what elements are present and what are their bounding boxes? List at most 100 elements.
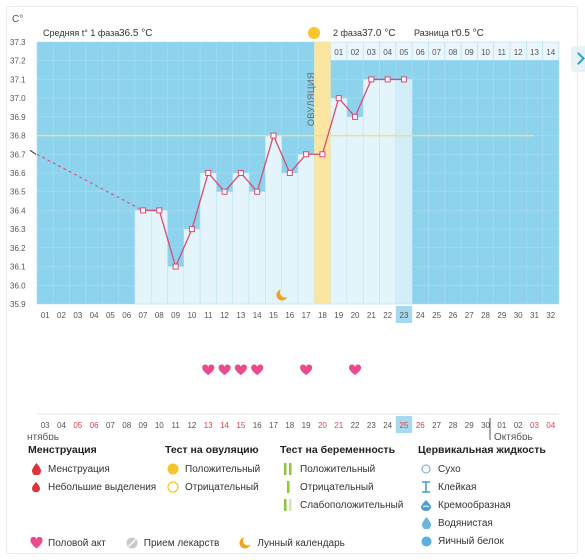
temp-point	[221, 188, 228, 195]
cycle-day-label[interactable]: 04	[90, 311, 99, 320]
date-label[interactable]: 08	[122, 421, 131, 430]
phase2-day-label: 09	[465, 48, 474, 57]
date-label[interactable]: 03	[530, 421, 539, 430]
cycle-day-label[interactable]: 19	[334, 311, 343, 320]
cycle-day-label[interactable]: 10	[187, 311, 196, 320]
legend-ovulation-title: Тест на овуляцию	[165, 444, 259, 456]
date-label[interactable]: 21	[334, 421, 343, 430]
legend-item: Отрицательный	[165, 478, 260, 496]
date-label[interactable]: 01	[497, 421, 506, 430]
temp-point	[172, 263, 179, 270]
cycle-day-label[interactable]: 22	[383, 311, 392, 320]
cycle-day-label[interactable]: 29	[497, 311, 506, 320]
legend-item: Положительный	[280, 460, 403, 478]
small-drop-icon	[28, 482, 44, 492]
date-label[interactable]: 13	[204, 421, 213, 430]
cycle-day-label[interactable]: 30	[514, 311, 523, 320]
cycle-day-label[interactable]: 11	[204, 311, 213, 320]
y-tick-label: 36.9	[10, 113, 26, 122]
cycle-day-label[interactable]: 14	[253, 311, 262, 320]
date-label[interactable]: 30	[481, 421, 490, 430]
date-label[interactable]: 04	[546, 421, 555, 430]
date-label[interactable]: 05	[73, 421, 82, 430]
cycle-day-label[interactable]: 06	[122, 311, 131, 320]
cycle-day-label[interactable]: 23	[400, 311, 409, 320]
date-label[interactable]: 12	[187, 421, 196, 430]
faint-lines-icon	[280, 499, 296, 511]
heart-icon[interactable]	[234, 364, 247, 375]
cycle-day-label[interactable]: 25	[432, 311, 441, 320]
cycle-day-label[interactable]: 21	[367, 311, 376, 320]
date-label[interactable]: 20	[318, 421, 327, 430]
phase2-day-label: 13	[530, 48, 539, 57]
legend-item: Прием лекарств	[124, 534, 219, 552]
heart-icon[interactable]	[251, 364, 264, 375]
date-label[interactable]: 14	[220, 421, 229, 430]
cycle-day-label[interactable]: 05	[106, 311, 115, 320]
cycle-day-label[interactable]: 13	[236, 311, 245, 320]
legend-pregnancy-title: Тест на беременность	[280, 444, 396, 456]
date-label[interactable]: 23	[367, 421, 376, 430]
heart-icon[interactable]	[300, 364, 313, 375]
date-label[interactable]: 07	[106, 421, 115, 430]
date-label[interactable]: 11	[171, 421, 180, 430]
date-label[interactable]: 28	[448, 421, 457, 430]
chevron-right-icon[interactable]	[571, 46, 585, 72]
phase2-day-label: 05	[400, 48, 409, 57]
date-label[interactable]: 15	[236, 421, 245, 430]
date-label[interactable]: 22	[351, 421, 360, 430]
cycle-day-label[interactable]: 31	[530, 311, 539, 320]
heart-icon[interactable]	[202, 364, 215, 375]
cycle-day-label[interactable]: 02	[57, 311, 66, 320]
cycle-day-label[interactable]: 12	[220, 311, 229, 320]
cycle-day-label[interactable]: 27	[465, 311, 474, 320]
date-label[interactable]: 09	[139, 421, 148, 430]
date-label[interactable]: 04	[57, 421, 66, 430]
date-label[interactable]: 26	[416, 421, 425, 430]
temp-point	[400, 76, 407, 83]
date-label[interactable]: 06	[90, 421, 99, 430]
date-label[interactable]: 03	[41, 421, 50, 430]
legend-item: Слабоположительный	[280, 496, 403, 514]
cycle-day-label[interactable]: 09	[171, 311, 180, 320]
date-label[interactable]: 19	[302, 421, 311, 430]
temp-point	[156, 207, 163, 214]
phase2-day-label: 03	[367, 48, 376, 57]
legend-item: Менструация	[28, 460, 156, 478]
cycle-day-label[interactable]: 03	[73, 311, 82, 320]
temp-bar	[134, 210, 152, 305]
cycle-day-label[interactable]: 18	[318, 311, 327, 320]
date-label[interactable]: 25	[400, 421, 409, 430]
date-label[interactable]: 17	[269, 421, 278, 430]
heart-icon[interactable]	[218, 364, 231, 375]
cycle-day-label[interactable]: 08	[155, 311, 164, 320]
moon-icon	[276, 287, 290, 301]
cycle-day-label[interactable]: 32	[546, 311, 555, 320]
date-label[interactable]: 16	[253, 421, 262, 430]
temp-bar	[379, 79, 397, 305]
temp-point	[188, 226, 195, 233]
heart-icon[interactable]	[349, 364, 362, 375]
current-date-highlight	[395, 416, 413, 433]
cycle-day-label[interactable]: 20	[351, 311, 360, 320]
temp-point	[140, 207, 147, 214]
date-label[interactable]: 02	[514, 421, 523, 430]
cycle-day-label[interactable]: 15	[269, 311, 278, 320]
date-label[interactable]: 18	[285, 421, 294, 430]
cycle-day-label[interactable]: 17	[302, 311, 311, 320]
cycle-day-label[interactable]: 01	[41, 311, 50, 320]
cycle-day-label[interactable]: 26	[448, 311, 457, 320]
cycle-day-label[interactable]: 24	[416, 311, 425, 320]
two-lines-icon	[280, 463, 296, 475]
date-label[interactable]: 29	[465, 421, 474, 430]
ovulation-column	[314, 42, 331, 304]
cycle-day-label[interactable]: 28	[481, 311, 490, 320]
temp-bar	[216, 191, 233, 305]
legend-item: Яичный белок	[418, 532, 546, 550]
date-label[interactable]: 10	[155, 421, 164, 430]
cycle-day-label[interactable]: 16	[285, 311, 294, 320]
cycle-day-label[interactable]: 07	[139, 311, 148, 320]
temp-point	[254, 188, 261, 195]
date-label[interactable]: 24	[383, 421, 392, 430]
date-label[interactable]: 27	[432, 421, 441, 430]
